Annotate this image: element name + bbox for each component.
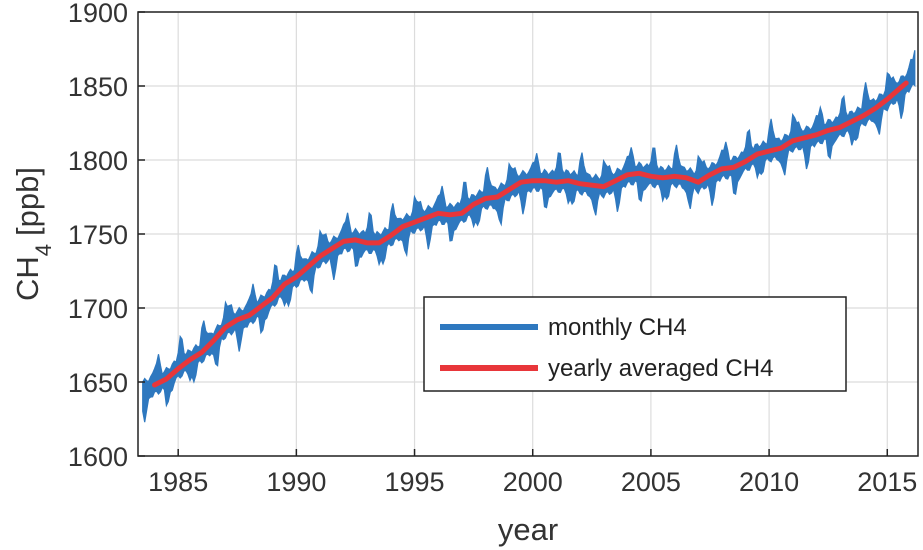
x-tick-label-1995: 1995 [385, 467, 445, 497]
y-tick-label-1650: 1650 [68, 368, 128, 398]
y-axis-label-subscript: 4 [31, 244, 56, 256]
series-monthly-ch4-band [142, 50, 916, 423]
y-tick-label-1700: 1700 [68, 294, 128, 324]
x-tick-label-2000: 2000 [503, 467, 563, 497]
x-tick-label-1985: 1985 [148, 467, 208, 497]
y-tick-label-1750: 1750 [68, 220, 128, 250]
y-axis-ticks: 1600 1650 1700 1750 1800 1850 1900 [68, 0, 145, 472]
legend: monthly CH4 yearly averaged CH4 [423, 296, 847, 392]
y-axis-label-unit: [ppb] [10, 167, 45, 236]
y-axis-label-main: CH [10, 256, 45, 301]
y-tick-label-1850: 1850 [68, 72, 128, 102]
y-axis-label: CH4 [ppb] [10, 167, 56, 301]
legend-box [423, 296, 847, 392]
y-tick-label-1900: 1900 [68, 0, 128, 28]
x-axis-label: year [498, 512, 558, 547]
legend-label-monthly-ch4: monthly CH4 [548, 314, 687, 341]
series-yearly-averaged-ch4-line [152, 80, 909, 388]
x-tick-label-2015: 2015 [857, 467, 917, 497]
x-axis-ticks: 1985 1990 1995 2000 2005 2010 2015 [148, 449, 917, 497]
x-tick-label-1990: 1990 [266, 467, 326, 497]
y-tick-label-1800: 1800 [68, 146, 128, 176]
x-tick-label-2005: 2005 [621, 467, 681, 497]
x-tick-label-2010: 2010 [739, 467, 799, 497]
y-tick-label-1600: 1600 [68, 442, 128, 472]
legend-label-yearly-averaged-ch4: yearly averaged CH4 [548, 355, 773, 382]
